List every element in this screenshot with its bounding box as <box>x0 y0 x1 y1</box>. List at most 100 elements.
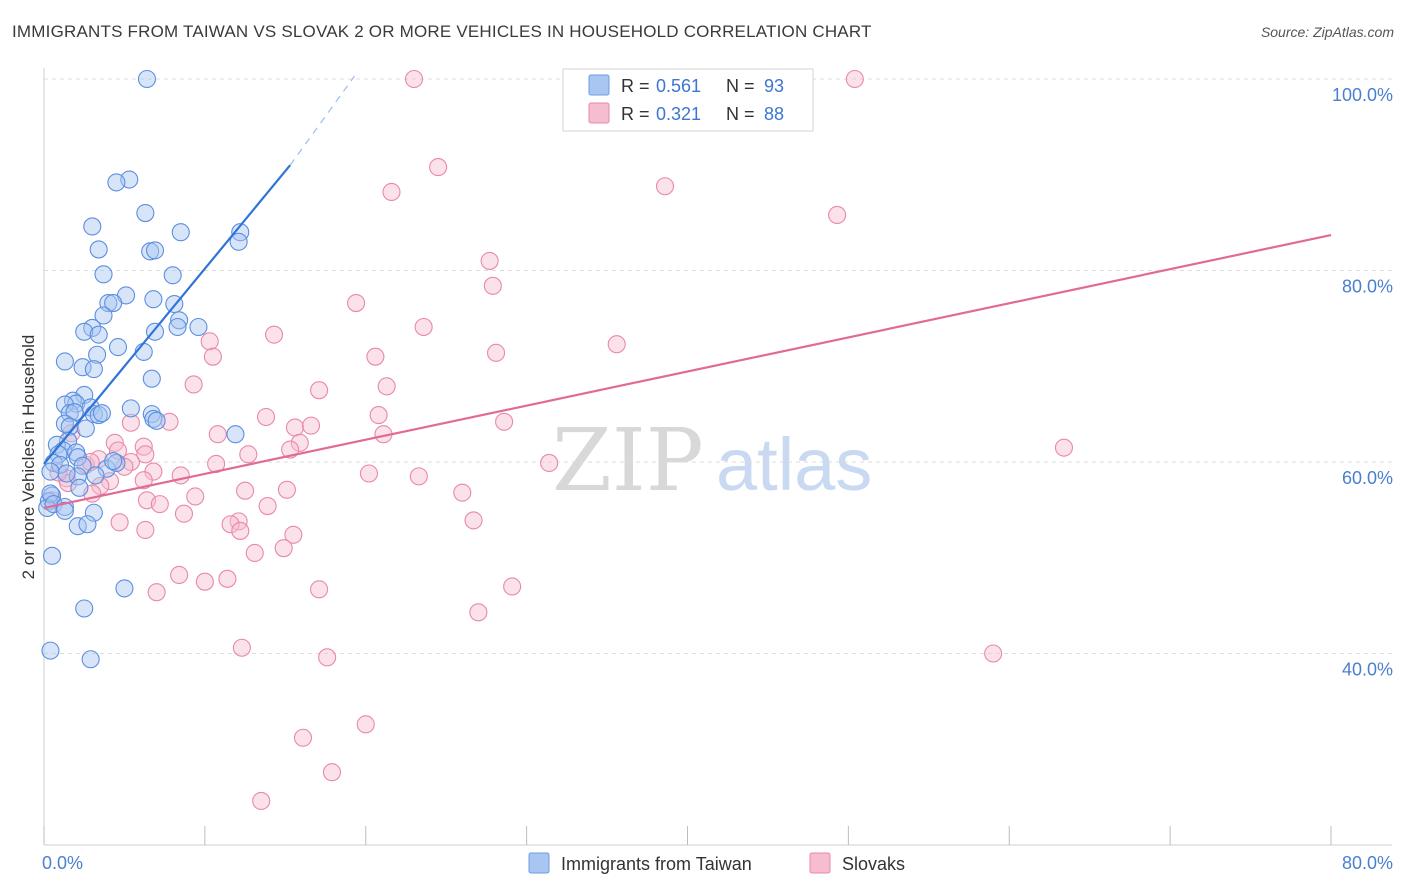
point-taiwan <box>137 69 157 89</box>
slovaks-points <box>42 69 1073 811</box>
watermark-atlas: atlas <box>716 423 872 506</box>
point-slovaks <box>290 433 309 452</box>
point-taiwan <box>76 419 95 438</box>
point-taiwan <box>68 467 87 486</box>
point-slovaks <box>236 481 255 500</box>
point-slovaks <box>274 539 293 558</box>
point-slovaks <box>495 412 514 431</box>
legend-n-label-taiwan: N = <box>726 76 755 96</box>
point-slovaks <box>218 569 237 588</box>
point-slovaks <box>195 572 214 591</box>
point-taiwan <box>78 515 97 534</box>
point-slovaks <box>453 483 472 502</box>
point-slovaks <box>540 453 559 473</box>
point-slovaks <box>171 466 190 485</box>
point-taiwan <box>41 484 60 503</box>
point-taiwan <box>41 462 60 481</box>
y-tick-label: 100.0% <box>1332 85 1393 105</box>
point-taiwan <box>60 417 79 436</box>
point-slovaks <box>1054 438 1073 457</box>
point-slovaks <box>322 763 342 782</box>
point-taiwan <box>83 217 102 236</box>
point-taiwan <box>170 311 189 330</box>
point-slovaks <box>487 343 506 362</box>
y-tick-label: 40.0% <box>1342 660 1393 680</box>
point-slovaks <box>404 69 424 89</box>
legend-r-value-slovaks: 0.321 <box>656 104 701 124</box>
point-taiwan <box>94 306 113 325</box>
point-slovaks <box>310 381 329 400</box>
point-taiwan <box>115 579 134 598</box>
point-taiwan <box>104 451 123 471</box>
point-slovaks <box>429 158 448 177</box>
point-slovaks <box>984 644 1003 663</box>
point-taiwan <box>55 501 74 520</box>
point-taiwan <box>75 599 94 618</box>
point-taiwan <box>73 358 92 377</box>
point-taiwan <box>107 173 126 192</box>
point-taiwan <box>88 345 107 364</box>
point-slovaks <box>245 543 264 563</box>
point-slovaks <box>232 638 251 657</box>
point-slovaks <box>347 294 366 313</box>
point-taiwan <box>84 360 103 379</box>
point-taiwan <box>97 459 116 478</box>
point-taiwan <box>136 204 155 223</box>
point-slovaks <box>136 520 155 540</box>
point-slovaks <box>318 648 337 667</box>
bottom-legend-swatch-slovaks <box>809 852 831 874</box>
point-slovaks <box>302 416 321 435</box>
point-slovaks <box>150 495 169 514</box>
point-slovaks <box>208 425 227 444</box>
source-credit: Source: ZipAtlas.com <box>1260 24 1394 40</box>
point-slovaks <box>110 513 129 532</box>
point-taiwan <box>144 290 163 309</box>
point-slovaks <box>174 504 194 523</box>
point-taiwan <box>147 411 166 430</box>
point-slovaks <box>221 515 240 534</box>
point-taiwan <box>55 352 74 371</box>
series-legend: Immigrants from Taiwan Slovaks <box>528 852 905 874</box>
chart-title: IMMIGRANTS FROM TAIWAN VS SLOVAK 2 OR MO… <box>12 22 872 41</box>
point-taiwan <box>57 464 76 483</box>
point-taiwan <box>171 223 190 242</box>
point-taiwan <box>68 448 87 467</box>
point-slovaks <box>607 335 626 354</box>
point-taiwan <box>229 232 248 251</box>
point-slovaks <box>285 418 305 437</box>
point-slovaks <box>277 480 296 499</box>
point-slovaks <box>359 464 379 483</box>
point-taiwan <box>163 266 182 285</box>
point-taiwan <box>189 317 208 337</box>
point-slovaks <box>356 715 375 734</box>
trend-line-taiwan <box>43 164 291 465</box>
point-taiwan <box>145 241 165 260</box>
point-taiwan <box>70 478 89 497</box>
point-slovaks <box>239 445 258 464</box>
bottom-legend-label-slovaks: Slovaks <box>842 854 905 874</box>
point-taiwan <box>55 395 74 414</box>
point-taiwan <box>134 342 153 361</box>
point-taiwan <box>86 466 105 485</box>
point-taiwan <box>89 325 108 344</box>
point-taiwan <box>73 456 92 475</box>
point-slovaks <box>186 487 205 506</box>
legend-n-label-slovaks: N = <box>726 104 755 124</box>
y-tick-label: 80.0% <box>1342 277 1393 297</box>
correlation-legend: R = 0.561 N = 93 R = 0.321 N = 88 <box>562 68 814 132</box>
point-slovaks <box>252 791 271 811</box>
point-taiwan <box>168 317 187 337</box>
point-slovaks <box>136 445 155 464</box>
y-tick-label: 60.0% <box>1342 468 1393 488</box>
point-slovaks <box>256 407 276 427</box>
point-slovaks <box>121 413 140 432</box>
point-slovaks <box>184 375 203 394</box>
point-taiwan <box>75 322 94 341</box>
point-slovaks <box>258 496 277 516</box>
point-slovaks <box>200 332 219 351</box>
point-slovaks <box>284 525 303 544</box>
point-taiwan <box>108 338 128 357</box>
point-slovaks <box>134 471 153 490</box>
x-tick-label-min: 0.0% <box>42 853 83 873</box>
